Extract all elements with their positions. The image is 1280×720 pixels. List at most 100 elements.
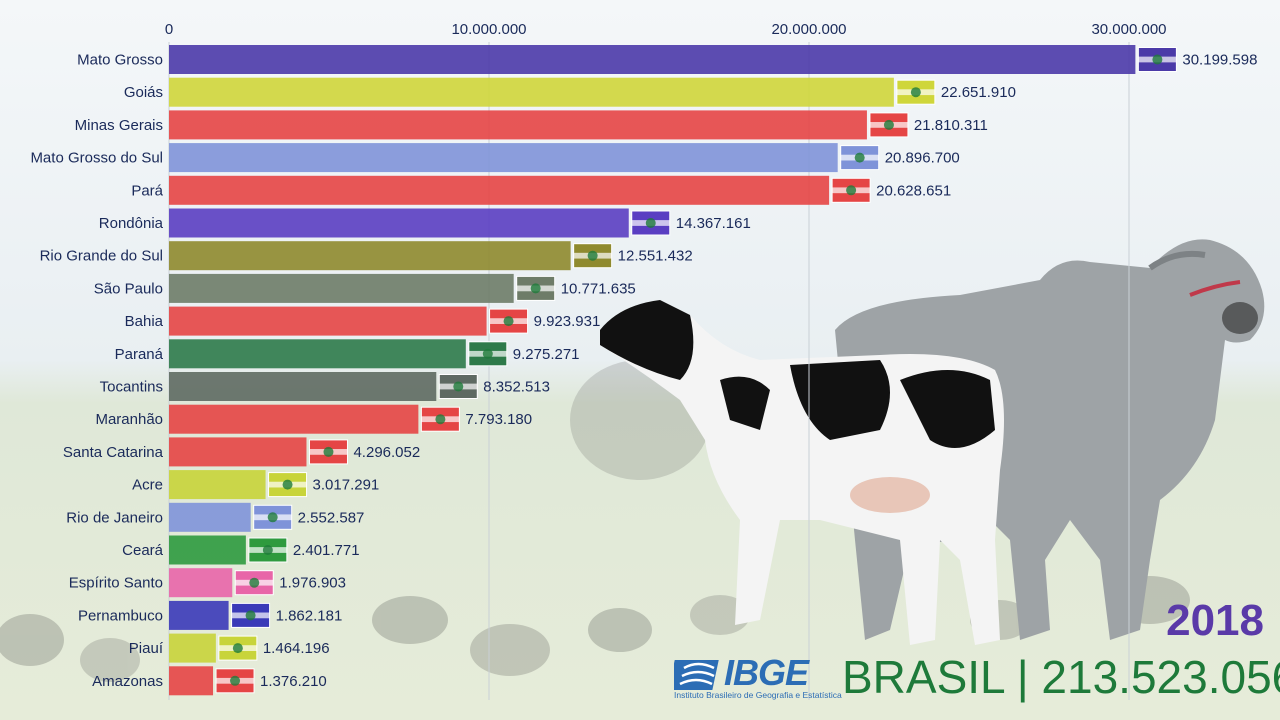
value-label: 9.275.271 [513, 346, 580, 363]
bar [169, 437, 307, 467]
bar [169, 339, 466, 369]
category-label: Acre [132, 477, 163, 494]
bar [169, 502, 251, 532]
category-label: Amazonas [92, 673, 163, 690]
bar [169, 306, 487, 336]
bar [169, 77, 894, 107]
ibge-logo-icon [674, 660, 719, 690]
bar [169, 45, 1136, 74]
value-label: 22.651.910 [941, 84, 1016, 101]
category-label: Piauí [129, 640, 164, 657]
piaui-flag-icon [218, 635, 258, 661]
bar-row: Maranhão 7.793.180 [95, 404, 532, 434]
acre-flag-icon [268, 472, 308, 498]
x-tick-label: 20.000.000 [771, 21, 846, 38]
mato-grosso-flag-icon [1137, 47, 1177, 72]
x-axis-ticks: 0 10.000.000 20.000.000 30.000.000 [165, 21, 1167, 38]
ceara-flag-icon [248, 537, 288, 563]
bars: Mato Grosso 30.199.598 Goiás 22.651.910 Mina… [30, 45, 1257, 696]
rio-de-janeiro-flag-icon [253, 504, 293, 530]
bar [169, 273, 514, 303]
bar-row: Mato Grosso do Sul 20.896.700 [30, 143, 960, 173]
bar-row: Santa Catarina 4.296.052 [63, 437, 420, 467]
bar-row: São Paulo 10.771.635 [94, 273, 636, 303]
category-label: Bahia [125, 313, 164, 330]
para-flag-icon [831, 177, 871, 203]
category-label: Rondônia [99, 215, 164, 232]
year-label: 2018 [1166, 596, 1264, 645]
value-label: 1.976.903 [279, 575, 346, 592]
santa-catarina-flag-icon [308, 439, 348, 465]
bar-row: Tocantins 8.352.513 [100, 372, 550, 401]
bar-row: Rio Grande do Sul 12.551.432 [40, 241, 693, 271]
bar [169, 600, 229, 630]
value-label: 10.771.635 [561, 280, 636, 297]
minas-gerais-flag-icon [869, 112, 909, 138]
value-label: 2.552.587 [298, 509, 365, 526]
value-label: 8.352.513 [483, 379, 550, 396]
value-label: 20.628.651 [876, 182, 951, 199]
bar-row: Paraná 9.275.271 [115, 339, 580, 369]
category-label: Pará [131, 182, 163, 199]
category-label: Maranhão [95, 411, 163, 428]
value-label: 9.923.931 [534, 313, 601, 330]
bar [169, 208, 629, 238]
x-tick-label: 30.000.000 [1091, 21, 1166, 38]
espirito-santo-flag-icon [234, 570, 274, 596]
bar [169, 404, 419, 434]
bar-row: Rio de Janeiro 2.552.587 [66, 502, 365, 532]
category-label: Mato Grosso [77, 52, 163, 69]
bar-row: Piauí 1.464.196 [129, 633, 330, 663]
value-label: 3.017.291 [313, 477, 380, 494]
category-label: Goiás [124, 84, 163, 101]
gridlines [168, 42, 1130, 700]
bar-row: Amazonas 1.376.210 [92, 666, 327, 696]
bar [169, 633, 216, 663]
brasil-total: BRASIL | 213.523.056 [842, 651, 1280, 703]
value-label: 1.862.181 [276, 607, 343, 624]
category-label: São Paulo [94, 280, 163, 297]
bar-row: Minas Gerais 21.810.311 [75, 110, 988, 140]
bar-row: Goiás 22.651.910 [124, 77, 1016, 107]
bar-row: Bahia 9.923.931 [125, 306, 601, 336]
pernambuco-flag-icon [231, 602, 271, 628]
bahia-flag-icon [489, 308, 529, 334]
ibge-logo-subtitle: Instituto Brasileiro de Geografia e Esta… [674, 690, 842, 700]
value-label: 14.367.161 [676, 215, 751, 232]
value-label: 4.296.052 [353, 444, 420, 461]
category-label: Pernambuco [78, 607, 163, 624]
x-tick-label: 0 [165, 21, 173, 38]
bar-row: Acre 3.017.291 [132, 470, 380, 500]
value-label: 30.199.598 [1182, 52, 1257, 69]
rio-grande-do-sul-flag-icon [573, 243, 613, 269]
maranhao-flag-icon [420, 406, 460, 432]
category-label: Tocantins [100, 379, 163, 396]
category-label: Mato Grosso do Sul [30, 150, 163, 167]
bar-row: Pernambuco 1.862.181 [78, 600, 343, 630]
bar-row: Rondônia 14.367.161 [99, 208, 751, 238]
holstein-cow-image [600, 300, 1004, 645]
bar [169, 666, 214, 696]
value-label: 21.810.311 [914, 117, 988, 134]
category-label: Rio Grande do Sul [40, 248, 163, 265]
bar [169, 535, 246, 565]
mato-grosso-do-sul-flag-icon [840, 145, 880, 171]
category-label: Espírito Santo [69, 575, 163, 592]
amazonas-flag-icon [215, 668, 255, 694]
bar [169, 143, 838, 173]
category-label: Ceará [122, 542, 164, 559]
goias-flag-icon [896, 79, 936, 105]
bar [169, 241, 571, 271]
category-label: Santa Catarina [63, 444, 164, 461]
bar [169, 175, 830, 205]
bar [169, 568, 233, 598]
parana-flag-icon [468, 341, 508, 367]
value-label: 7.793.180 [465, 411, 532, 428]
ibge-logo-text: IBGE [724, 652, 809, 693]
tocantins-flag-icon [438, 374, 478, 399]
bar-row: Espírito Santo 1.976.903 [69, 568, 346, 598]
category-label: Rio de Janeiro [66, 509, 163, 526]
bar-row: Ceará 2.401.771 [122, 535, 360, 565]
bar-row: Mato Grosso 30.199.598 [77, 45, 1257, 74]
